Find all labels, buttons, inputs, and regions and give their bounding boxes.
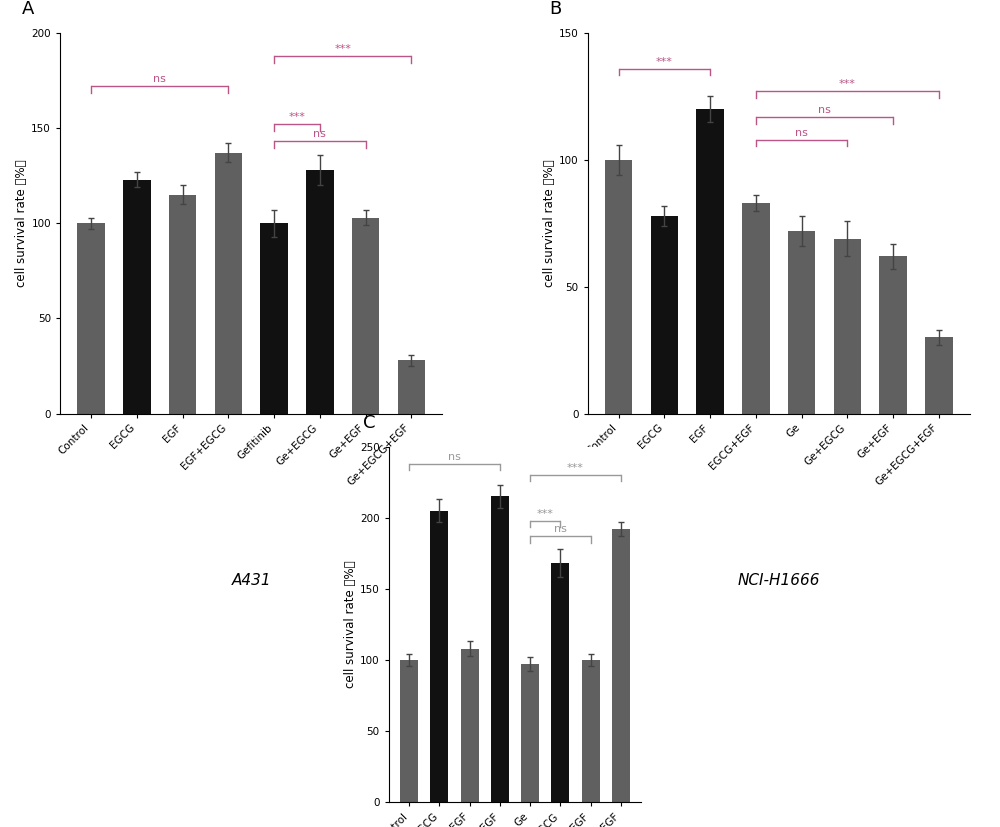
Text: NCI-H1666: NCI-H1666 <box>738 573 820 588</box>
Text: ***: *** <box>537 509 554 519</box>
Bar <box>260 223 288 414</box>
Text: ns: ns <box>448 452 461 461</box>
Text: ***: *** <box>288 112 305 122</box>
Text: ***: *** <box>656 56 673 66</box>
Bar <box>605 160 632 414</box>
Bar <box>400 660 418 802</box>
Text: C: C <box>363 414 376 433</box>
Bar <box>77 223 105 414</box>
Text: ns: ns <box>313 130 326 140</box>
Text: A: A <box>22 0 34 18</box>
Text: B: B <box>549 0 562 18</box>
Y-axis label: cell survival rate （%）: cell survival rate （%） <box>543 160 556 287</box>
Bar <box>742 203 770 414</box>
Bar <box>696 109 724 414</box>
Bar <box>306 170 334 414</box>
Bar <box>398 361 425 414</box>
Text: ***: *** <box>334 44 351 54</box>
Bar <box>521 664 539 802</box>
Bar <box>834 238 861 414</box>
Bar <box>612 529 630 802</box>
Y-axis label: cell survival rate （%）: cell survival rate （%） <box>344 561 357 688</box>
Bar <box>491 496 509 802</box>
Bar <box>925 337 953 414</box>
Text: ns: ns <box>554 524 567 534</box>
Bar <box>169 195 196 414</box>
Text: ns: ns <box>818 105 831 115</box>
Text: ***: *** <box>567 463 584 473</box>
Bar <box>123 179 151 414</box>
Bar <box>551 563 569 802</box>
Bar <box>651 216 678 414</box>
Text: ns: ns <box>153 74 166 84</box>
Text: ***: *** <box>839 79 856 89</box>
Bar <box>582 660 600 802</box>
Text: A431: A431 <box>231 573 271 588</box>
Y-axis label: cell survival rate （%）: cell survival rate （%） <box>15 160 28 287</box>
Bar <box>461 648 479 802</box>
Bar <box>879 256 907 414</box>
Bar <box>215 153 242 414</box>
Bar <box>352 218 379 414</box>
Text: ns: ns <box>795 127 808 137</box>
Bar <box>430 510 448 802</box>
Bar <box>788 231 815 414</box>
